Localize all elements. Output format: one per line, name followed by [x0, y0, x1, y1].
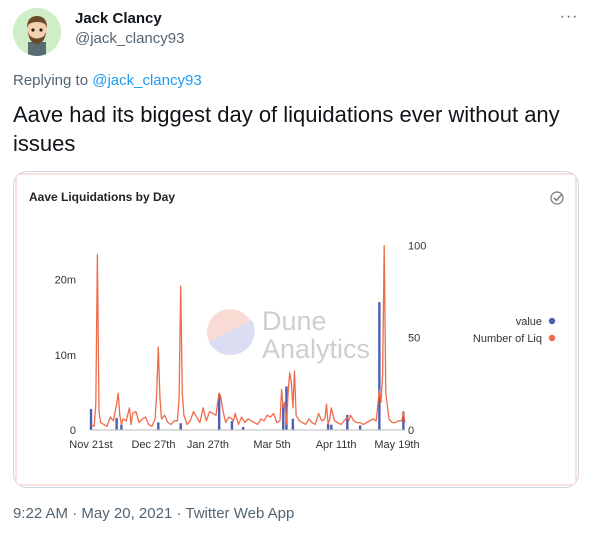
value-bar: [157, 422, 160, 430]
y-right-tick-label: 100: [408, 240, 426, 252]
chart: Aave Liquidations by Day Dune Analytics …: [15, 173, 577, 486]
chart-frame: [15, 173, 577, 486]
reply-context: Replying to @jack_clancy93: [13, 72, 202, 89]
chart-card[interactable]: Aave Liquidations by Day Dune Analytics …: [13, 171, 579, 488]
y-right-tick-label: 0: [408, 425, 414, 437]
legend-swatch-value: [548, 317, 556, 325]
value-bar: [120, 424, 123, 430]
liq-line: [90, 244, 406, 427]
y-left-tick-label: 20m: [55, 275, 76, 287]
value-bar: [330, 424, 333, 430]
reply-to-link[interactable]: @jack_clancy93: [92, 72, 202, 89]
y-left-tick-label: 0: [70, 425, 76, 437]
meta-sep: ·: [72, 505, 78, 522]
watermark-line1: Dune: [262, 306, 327, 336]
legend-label-value: value: [516, 316, 542, 328]
meta-sep: ·: [176, 505, 182, 522]
x-tick-label: Mar 5th: [253, 439, 290, 451]
value-bar: [285, 386, 288, 430]
value-bar: [217, 393, 221, 430]
x-tick-label: Nov 21st: [69, 439, 112, 451]
tweet-time[interactable]: 9:22 AM: [13, 505, 69, 522]
x-tick-label: Jan 27th: [187, 439, 229, 451]
avatar[interactable]: [13, 8, 61, 56]
legend-label-liq: Number of Liq: [473, 333, 542, 345]
x-tick-label: May 19th: [374, 439, 419, 451]
value-bar: [241, 426, 245, 430]
author-name[interactable]: Jack Clancy: [75, 10, 162, 27]
chart-check-icon: [550, 191, 564, 205]
value-bar: [282, 403, 285, 430]
legend: value Number of Liq: [473, 316, 556, 345]
y-left-tick-label: 10m: [55, 350, 76, 362]
value-bar: [378, 302, 381, 430]
value-bar: [89, 408, 93, 430]
reply-prefix: Replying to: [13, 72, 89, 89]
value-bar: [230, 420, 234, 430]
value-bar: [346, 414, 349, 430]
tweet-date[interactable]: May 20, 2021: [81, 505, 173, 522]
x-tick-label: Dec 27th: [131, 439, 175, 451]
value-bar: [402, 411, 405, 430]
tweet-source[interactable]: Twitter Web App: [185, 505, 295, 522]
watermark-logo-bottom: [209, 320, 255, 356]
value-bar: [326, 423, 330, 430]
tweet-meta: 9:22 AM · May 20, 2021 · Twitter Web App: [13, 505, 294, 522]
dune-watermark: Dune Analytics: [207, 306, 370, 364]
x-tick-label: Apr 11th: [316, 439, 357, 451]
value-bar: [115, 417, 118, 430]
more-options-icon[interactable]: ···: [559, 8, 579, 25]
value-bar: [291, 418, 295, 430]
value-bar: [179, 423, 182, 430]
chart-title: Aave Liquidations by Day: [29, 190, 175, 204]
watermark-line2: Analytics: [262, 334, 370, 364]
y-right-tick-label: 50: [408, 333, 420, 345]
tweet-text: Aave had its biggest day of liquidations…: [13, 102, 560, 156]
value-bar: [358, 425, 362, 430]
author-handle[interactable]: @jack_clancy93: [75, 30, 185, 47]
avatar-illustration: [13, 8, 61, 56]
legend-swatch-liq: [548, 334, 556, 342]
